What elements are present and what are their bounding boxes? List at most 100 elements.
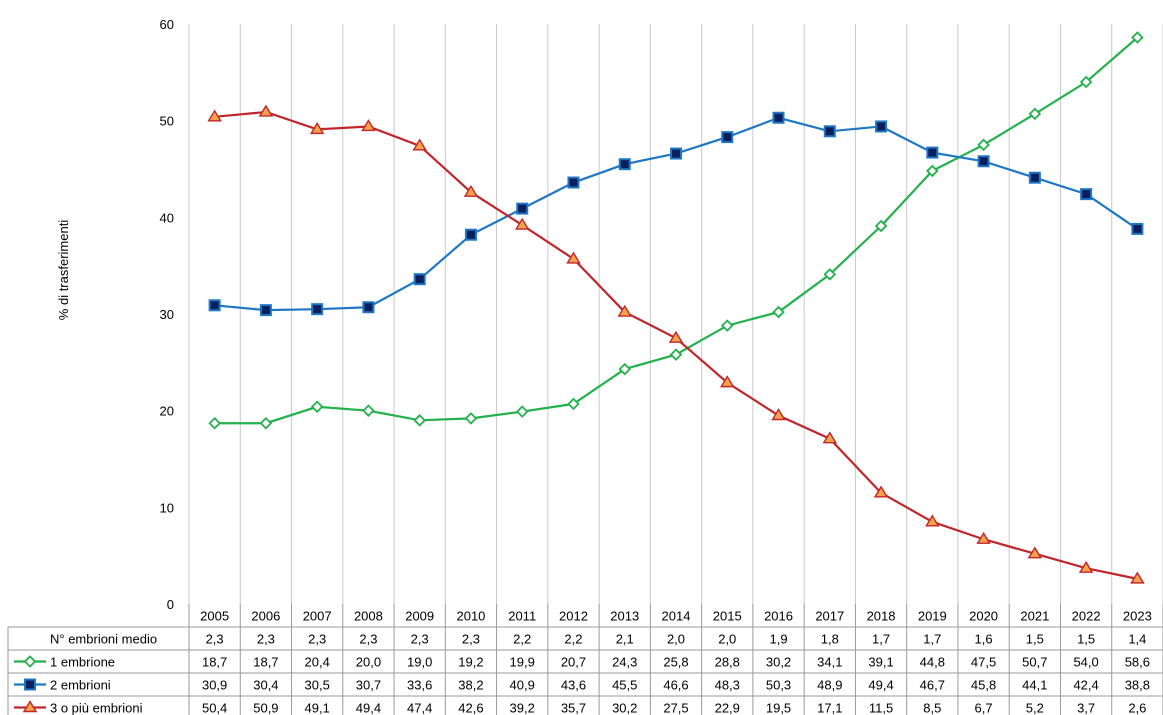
- data-label: 2,3: [308, 632, 326, 647]
- data-label: 1,6: [975, 632, 993, 647]
- data-point: [207, 109, 222, 122]
- y-tick-label: 60: [160, 17, 174, 32]
- data-label: 2,3: [462, 632, 480, 647]
- y-tick-label: 50: [160, 114, 174, 129]
- data-label: 46,6: [663, 678, 688, 693]
- data-label: 30,5: [305, 678, 330, 693]
- data-label: 18,7: [253, 655, 278, 670]
- data-label: 1,7: [923, 632, 941, 647]
- x-tick-label: 2013: [610, 609, 639, 624]
- x-tick-label: 2016: [764, 609, 793, 624]
- data-label: 48,9: [817, 678, 842, 693]
- data-point: [515, 405, 529, 418]
- data-point: [567, 397, 580, 411]
- data-label: 11,5: [869, 701, 893, 715]
- data-point: [977, 138, 990, 152]
- data-label: 17,1: [817, 701, 842, 715]
- x-tick-label: 2005: [200, 609, 229, 624]
- data-point: [1080, 188, 1093, 201]
- data-label: 1,5: [1026, 632, 1044, 647]
- y-tick-label: 0: [167, 597, 174, 612]
- data-point: [413, 273, 426, 286]
- data-point: [1028, 171, 1041, 184]
- y-tick-label: 30: [160, 307, 174, 322]
- data-label: 38,8: [1125, 678, 1150, 693]
- data-point: [259, 304, 272, 317]
- data-label: 58,6: [1125, 655, 1150, 670]
- data-label: 45,5: [612, 678, 637, 693]
- data-label: 30,2: [612, 701, 637, 715]
- data-label: 2,2: [564, 632, 582, 647]
- data-label: 2,0: [667, 632, 685, 647]
- legend-label: 3 o più embrioni: [50, 701, 143, 715]
- legend-entry: [14, 655, 46, 668]
- data-label: 43,6: [561, 678, 586, 693]
- y-tick-label: 10: [160, 500, 174, 515]
- table-row-header: N° embrioni medio: [50, 632, 157, 647]
- data-point: [618, 362, 632, 376]
- data-point: [464, 228, 477, 241]
- data-label: 20,0: [356, 655, 381, 670]
- data-point: [361, 119, 376, 132]
- data-label: 39,2: [510, 701, 535, 715]
- data-point: [309, 122, 325, 135]
- data-label: 6,7: [975, 701, 993, 715]
- x-tick-label: 2020: [969, 609, 998, 624]
- series-line: [214, 116, 1138, 312]
- legend-marker: [23, 655, 37, 668]
- data-point: [516, 202, 529, 215]
- data-point: [874, 219, 888, 233]
- data-label: 38,2: [458, 678, 483, 693]
- data-point: [463, 184, 479, 197]
- x-tick-label: 2007: [303, 609, 332, 624]
- data-point: [208, 416, 221, 430]
- data-label: 30,4: [253, 678, 278, 693]
- y-tick-label: 40: [160, 210, 174, 225]
- data-point: [362, 301, 375, 314]
- data-point: [772, 305, 785, 319]
- data-point: [823, 125, 836, 138]
- data-point: [823, 268, 837, 281]
- data-point: [412, 138, 427, 151]
- y-axis: 0 10 20 30 40 50 60: [160, 17, 174, 612]
- data-label: 47,5: [971, 655, 996, 670]
- data-label: 25,8: [663, 655, 688, 670]
- legend-entry: [14, 678, 46, 691]
- data-label: 50,4: [202, 701, 227, 715]
- x-tick-label: 2019: [918, 609, 947, 624]
- data-point: [258, 104, 274, 117]
- x-tick-label: 2022: [1072, 609, 1101, 624]
- data-label: 20,4: [305, 655, 330, 670]
- x-tick-label: 2014: [662, 609, 691, 624]
- data-label: 3,7: [1077, 701, 1095, 715]
- data-label: 49,4: [868, 678, 893, 693]
- data-label: 49,1: [305, 701, 330, 715]
- data-point: [720, 319, 734, 332]
- legend-entry: [14, 700, 46, 713]
- data-label: 27,5: [663, 701, 688, 715]
- x-tick-label: 2012: [559, 609, 588, 624]
- data-point: [721, 131, 734, 144]
- data-point: [1027, 546, 1043, 559]
- data-point: [772, 111, 785, 124]
- x-tick-label: 2021: [1020, 609, 1049, 624]
- data-label: 2,1: [616, 632, 634, 647]
- data-point: [617, 304, 632, 317]
- x-tick-label: 2008: [354, 609, 383, 624]
- data-point: [566, 251, 581, 264]
- data-point: [668, 330, 684, 343]
- data-point: [669, 348, 683, 361]
- data-point: [259, 416, 273, 430]
- data-label: 50,3: [766, 678, 791, 693]
- x-tick-label: 2006: [251, 609, 280, 624]
- data-label: 45,8: [971, 678, 996, 693]
- legend-label: 1 embrione: [50, 655, 115, 670]
- data-label: 2,0: [718, 632, 736, 647]
- data-point: [1131, 31, 1144, 44]
- x-tick-label: 2017: [815, 609, 844, 624]
- data-label: 2,3: [411, 632, 429, 647]
- data-label: 39,1: [868, 655, 893, 670]
- data-label: 2,2: [513, 632, 531, 647]
- series-group: [208, 31, 1144, 430]
